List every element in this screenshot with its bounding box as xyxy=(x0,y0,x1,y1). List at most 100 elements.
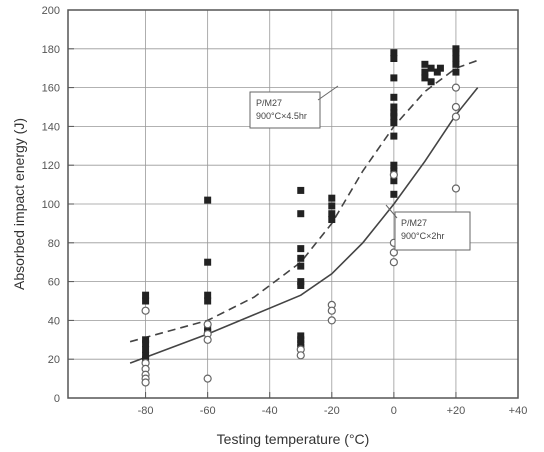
curve-label-box xyxy=(394,211,471,251)
data-point-filled xyxy=(204,297,212,305)
data-point-filled xyxy=(297,210,305,218)
data-point-open xyxy=(451,184,461,193)
data-point-filled xyxy=(204,258,212,266)
data-point-filled xyxy=(204,196,212,204)
data-point-filled xyxy=(297,245,305,253)
y-tick-label: 100 xyxy=(42,199,60,211)
data-point-filled xyxy=(427,78,435,86)
data-point-filled xyxy=(390,49,398,57)
curve-label-text: P/M27 xyxy=(401,218,427,228)
data-point-filled xyxy=(142,340,150,348)
curve-label-text: 900°C×2hr xyxy=(401,231,444,241)
data-point-filled xyxy=(142,291,150,299)
data-point-filled xyxy=(297,278,305,286)
data-point-open xyxy=(389,170,398,179)
curve-label-box xyxy=(249,91,321,129)
data-point-filled xyxy=(452,49,460,57)
curve-label-text: P/M27 xyxy=(256,98,282,108)
data-point-filled xyxy=(297,332,305,340)
data-point-open xyxy=(203,320,212,329)
data-point-filled xyxy=(328,216,336,224)
curve-label-text: 900°C×4.5hr xyxy=(256,111,307,121)
data-point-open xyxy=(327,316,336,325)
fitted-curves xyxy=(129,59,479,364)
y-tick-label: 180 xyxy=(42,44,60,56)
data-point-filled xyxy=(427,64,435,72)
data-point-open xyxy=(327,306,336,315)
data-point-filled xyxy=(390,109,398,117)
data-point-filled xyxy=(390,74,398,82)
data-point-filled xyxy=(390,103,398,111)
x-tick-label: +20 xyxy=(447,405,466,417)
data-point-open xyxy=(451,102,461,112)
data-point-filled xyxy=(390,119,398,127)
data-point-filled xyxy=(328,194,336,202)
y-tick-label: 60 xyxy=(48,277,60,289)
data-point-filled xyxy=(421,68,429,76)
data-point-open xyxy=(141,306,150,315)
data-point-filled xyxy=(452,60,460,68)
data-point-filled xyxy=(297,336,305,344)
data-point-filled xyxy=(421,60,429,68)
data-point-open xyxy=(451,83,461,92)
curve-label: P/M27 900°C×2hr xyxy=(385,204,471,251)
data-point-filled xyxy=(142,351,150,359)
x-tick-label: 0 xyxy=(391,405,397,417)
y-tick-label: 140 xyxy=(42,121,60,133)
data-point-filled xyxy=(297,186,305,194)
x-tick-label: -40 xyxy=(262,405,278,417)
data-point-filled xyxy=(421,74,429,82)
data-point-filled xyxy=(142,336,150,344)
data-point-filled xyxy=(390,55,398,62)
x-tick-label: +40 xyxy=(509,405,528,417)
data-point-filled xyxy=(328,210,336,218)
curve-label: P/M27 900°C×4.5hr xyxy=(249,85,339,129)
data-point-filled xyxy=(433,68,441,76)
data-point-open xyxy=(296,351,305,360)
data-point-open xyxy=(451,112,461,121)
data-point-filled xyxy=(436,64,444,72)
data-point-filled xyxy=(390,177,398,185)
data-point-filled xyxy=(390,161,398,169)
data-point-filled xyxy=(390,93,398,101)
data-point-open xyxy=(203,374,212,383)
x-tick-label: -60 xyxy=(200,405,216,417)
data-point-filled xyxy=(390,113,398,121)
curve-labels: P/M27 900°C×4.5hr P/M27 900°C×2hr xyxy=(249,85,471,251)
x-tick-label: -20 xyxy=(324,405,340,417)
y-tick-label: 0 xyxy=(54,393,60,405)
curve-label-leader xyxy=(385,204,398,219)
curve-label-leader xyxy=(317,85,339,101)
y-tick-label: 200 xyxy=(42,5,60,17)
data-point-filled xyxy=(142,346,150,353)
data-point-filled xyxy=(452,55,460,62)
data-point-filled xyxy=(204,291,212,299)
curve-solid xyxy=(129,87,479,364)
data-point-filled xyxy=(297,262,305,270)
y-tick-label: 80 xyxy=(48,238,60,250)
data-points xyxy=(141,45,461,387)
x-axis-label: Testing temperature (°C) xyxy=(217,431,370,447)
data-point-filled xyxy=(142,297,150,305)
x-tick-label: -80 xyxy=(138,405,154,417)
data-point-filled xyxy=(452,45,460,53)
data-point-filled xyxy=(297,281,305,289)
data-point-open xyxy=(389,258,398,267)
y-tick-label: 160 xyxy=(42,83,60,95)
data-point-open xyxy=(389,248,398,257)
ticks: 0 20 40 60 80 100 120 140 160 180 200 -80 -60 -40 -20 0… xyxy=(42,5,528,417)
y-tick-label: 120 xyxy=(42,160,60,172)
y-tick-label: 20 xyxy=(48,354,60,366)
data-point-filled xyxy=(390,132,398,140)
data-point-filled xyxy=(297,254,305,262)
data-point-filled xyxy=(297,340,305,348)
data-point-filled xyxy=(390,190,398,198)
data-point-filled xyxy=(452,68,460,76)
data-point-open xyxy=(141,378,150,387)
data-point-filled xyxy=(328,202,336,210)
y-tick-label: 40 xyxy=(48,315,60,327)
curve-dashed xyxy=(129,59,478,343)
y-axis-label: Absorbed impact energy (J) xyxy=(11,118,27,290)
data-point-open xyxy=(203,335,212,344)
